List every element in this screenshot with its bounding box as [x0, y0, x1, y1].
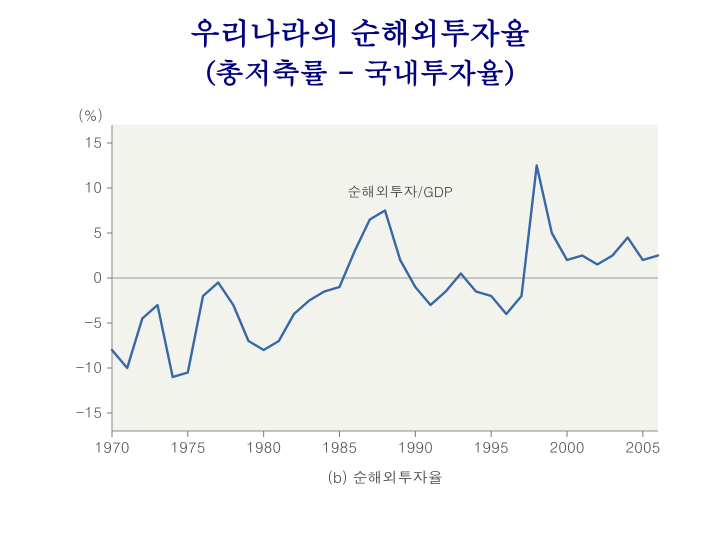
x-tick-label: 2005 [625, 437, 660, 458]
series-label: 순해외투자/GDP [347, 181, 452, 201]
chart-caption: (b) 순해외투자율 [327, 467, 442, 488]
y-tick-label: -15 [76, 402, 102, 423]
title-line-1: 우리나라의 순해외투자율 [0, 12, 720, 53]
y-unit-label: (%) [78, 105, 103, 126]
y-tick-label: -10 [76, 357, 102, 378]
x-tick-label: 1970 [95, 437, 130, 458]
title-line-2: (총저축률 - 국내투자율) [0, 53, 720, 91]
x-tick-label: 1980 [246, 437, 281, 458]
x-tick-label: 1990 [398, 437, 433, 458]
y-tick-label: 15 [85, 132, 103, 153]
x-tick-label: 1975 [170, 437, 205, 458]
y-tick-label: -5 [84, 312, 102, 333]
page-title: 우리나라의 순해외투자율 (총저축률 - 국내투자율) [0, 0, 720, 90]
y-tick-label: 10 [85, 177, 103, 198]
x-tick-label: 2000 [550, 437, 585, 458]
x-tick-label: 1995 [474, 437, 509, 458]
y-tick-label: 0 [93, 267, 102, 288]
chart-container: -15 -10 -5 0 5 10 15 (%) 1970 1975 1980 1985 1990 199… [50, 105, 670, 505]
y-tick-label: 5 [93, 222, 102, 243]
line-chart: -15 -10 -5 0 5 10 15 (%) 1970 1975 1980 1985 1990 199… [50, 105, 670, 505]
x-tick-label: 1985 [322, 437, 357, 458]
